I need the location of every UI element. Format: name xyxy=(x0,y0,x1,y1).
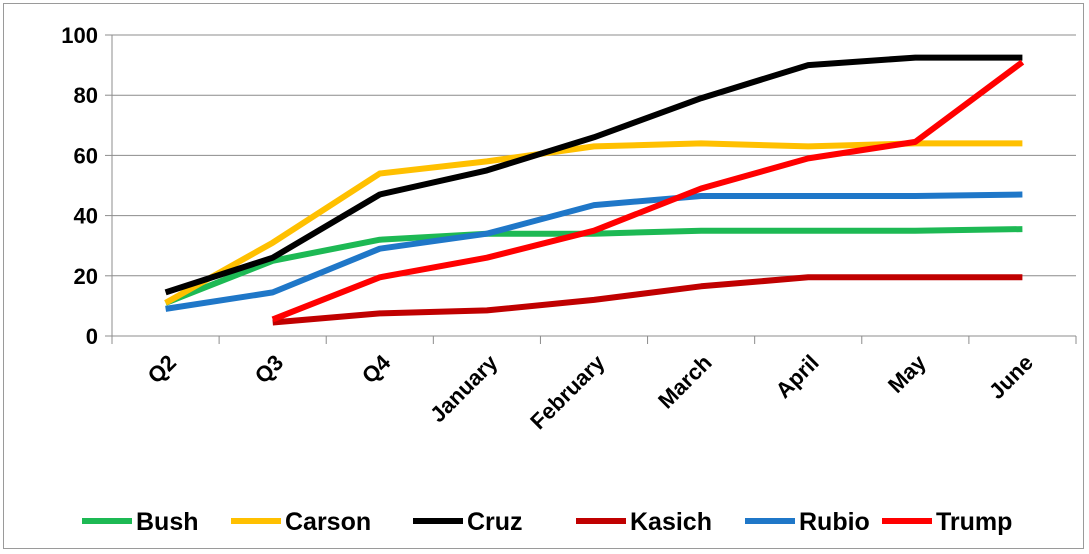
series-lines xyxy=(164,54,1025,326)
series-line-cruz xyxy=(164,54,1023,296)
x-tick-label-february: February xyxy=(525,349,610,434)
y-tick-label-60: 60 xyxy=(74,143,98,168)
y-tick-label-20: 20 xyxy=(74,264,98,289)
y-tick-labels: 0 20 40 60 80 100 xyxy=(61,23,98,349)
y-tick-label-40: 40 xyxy=(74,204,98,229)
legend-label-cruz: Cruz xyxy=(467,508,523,536)
legend: Bush Carson Cruz Kasich Rubio Trump xyxy=(82,508,1012,536)
legend-label-kasich: Kasich xyxy=(630,508,712,536)
series-line-trump xyxy=(271,59,1025,323)
legend-label-carson: Carson xyxy=(285,508,371,536)
legend-label-rubio: Rubio xyxy=(799,508,870,536)
series-line-rubio xyxy=(165,191,1023,312)
legend-label-trump: Trump xyxy=(936,508,1012,536)
gridlines xyxy=(112,34,1076,277)
axes xyxy=(105,34,1077,344)
series-line-kasich xyxy=(272,274,1023,326)
y-tick-label-0: 0 xyxy=(86,324,98,349)
series-line-bush xyxy=(164,226,1023,306)
x-tick-label-q2: Q2 xyxy=(143,350,181,388)
x-tick-label-q3: Q3 xyxy=(250,350,288,388)
x-tick-label-may: May xyxy=(883,349,931,397)
x-tick-label-june: June xyxy=(984,350,1038,404)
x-tick-label-q4: Q4 xyxy=(357,349,396,388)
x-tick-labels: Q2 Q3 Q4 January February March April May June xyxy=(143,349,1038,434)
x-tick-label-april: April xyxy=(771,350,824,403)
x-tick-label-march: March xyxy=(653,350,716,413)
y-tick-label-100: 100 xyxy=(61,23,98,48)
legend-label-bush: Bush xyxy=(136,508,199,536)
x-tick-label-january: January xyxy=(425,349,503,427)
y-tick-label-80: 80 xyxy=(74,83,98,108)
